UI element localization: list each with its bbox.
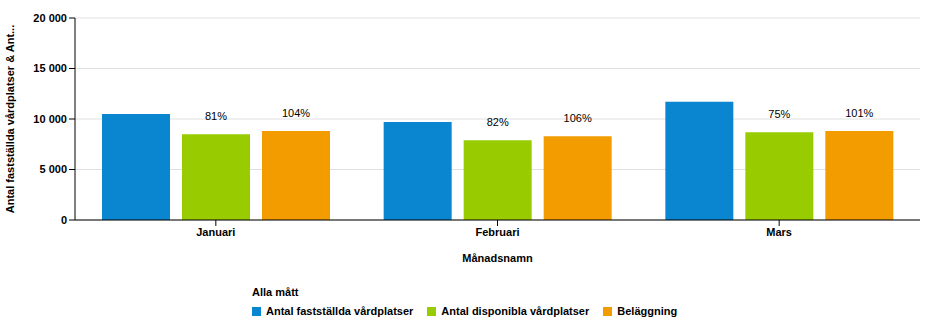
svg-text:101%: 101% bbox=[845, 107, 873, 119]
svg-text:Mars: Mars bbox=[766, 226, 792, 238]
svg-text:15 000: 15 000 bbox=[33, 62, 67, 74]
svg-text:104%: 104% bbox=[282, 107, 310, 119]
html-text:Antal fastställda vårdplatser: Antal fastställda vårdplatser bbox=[266, 305, 414, 317]
svg-text:0: 0 bbox=[61, 214, 67, 226]
svg-text:81%: 81% bbox=[205, 110, 227, 122]
html-text:Antal disponibla vårdplatser: Antal disponibla vårdplatser bbox=[441, 305, 590, 317]
html-text:Alla mått: Alla mått bbox=[252, 286, 299, 298]
svg-text:106%: 106% bbox=[564, 112, 592, 124]
svg-text:75%: 75% bbox=[768, 108, 790, 120]
svg-text:5 000: 5 000 bbox=[39, 163, 67, 175]
svg-text:10 000: 10 000 bbox=[33, 113, 67, 125]
html-text:Beläggning: Beläggning bbox=[617, 305, 678, 317]
svg-text:Januari: Januari bbox=[196, 226, 235, 238]
svg-text:Antal fastställda vårdplatser: Antal fastställda vårdplatser & Ant... bbox=[8, 25, 16, 213]
svg-text:Månadsnamn: Månadsnamn bbox=[462, 252, 533, 264]
svg-text:Februari: Februari bbox=[475, 226, 519, 238]
svg-text:82%: 82% bbox=[487, 116, 509, 128]
svg-text:20 000: 20 000 bbox=[33, 12, 67, 24]
